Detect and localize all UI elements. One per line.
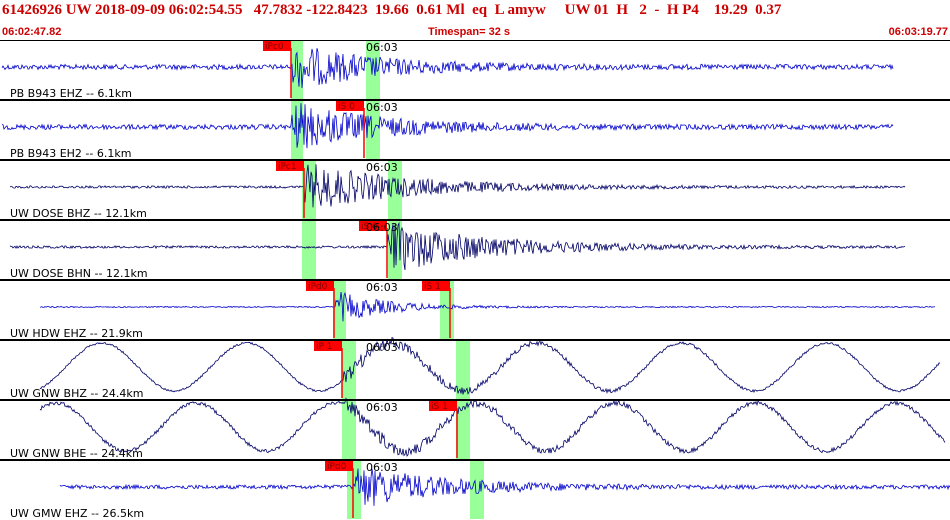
- pick-window: [456, 341, 470, 399]
- trace-panel: iS 0 06:03 PB B943 EH2 -- 6.1km: [0, 99, 950, 160]
- seismogram-trace: [59, 468, 950, 506]
- pick-flag: [422, 281, 450, 291]
- pick-flag: [325, 461, 353, 471]
- end-time: 06:03:19.77: [888, 26, 948, 38]
- trace-panel: iPd0 06:03 UW GMW EHZ -- 26.5km: [0, 459, 950, 520]
- trace-panel: iPd0 iS 1 06:03 UW HDW EHZ -- 21.9km: [0, 279, 950, 340]
- minute-tick-label: 06:03: [366, 101, 398, 114]
- start-time: 06:02:47.82: [2, 26, 62, 38]
- waveform-panels: iPc0 06:03 PB B943 EHZ -- 6.1km iS 0 06:03 PB…: [0, 40, 950, 520]
- seismogram-trace: [1, 103, 894, 149]
- minute-tick-label: 06:03: [366, 461, 398, 474]
- channel-label: UW HDW EHZ -- 21.9km: [10, 327, 143, 340]
- channel-label: PB B943 EH2 -- 6.1km: [10, 147, 131, 160]
- event-summary-line: 61426926 UW 2018-09-09 06:02:54.55 47.78…: [2, 2, 782, 18]
- trace-panel: iPc1 06:03 UW DOSE BHZ -- 12.1km: [0, 159, 950, 220]
- header-bar: 61426926 UW 2018-09-09 06:02:54.55 47.78…: [0, 0, 950, 40]
- trace-panel: iPc0 06:03 PB B943 EHZ -- 6.1km: [0, 40, 950, 100]
- pick-label: iS 1: [424, 282, 441, 292]
- pick-label: iS 0: [361, 222, 378, 232]
- pick-label: iPd0: [308, 282, 328, 292]
- pick-window: [470, 461, 484, 519]
- seismogram-trace: [9, 164, 906, 208]
- minute-tick-label: 06:03: [366, 161, 398, 174]
- channel-label: UW GNW BHE -- 24.4km: [10, 447, 143, 460]
- pick-label: iS 1: [431, 402, 448, 412]
- seismogram-trace: [39, 337, 941, 395]
- trace-panel: iP 1 06:03 UW GNW BHZ -- 24.4km: [0, 337, 950, 400]
- seismogram-trace: [39, 291, 936, 322]
- pick-flag: [263, 41, 291, 51]
- pick-window: [333, 281, 346, 339]
- pick-window: [291, 41, 303, 99]
- pick-label: iS 0: [338, 102, 355, 112]
- seismogram-trace: [39, 397, 946, 457]
- pick-label: iPc1: [278, 162, 297, 172]
- minute-tick-label: 06:03: [366, 341, 398, 354]
- channel-label: UW DOSE BHN -- 12.1km: [10, 267, 148, 280]
- trace-panel: iS 1 06:03 UW GNW BHE -- 24.4km: [0, 397, 950, 460]
- channel-label: UW GMW EHZ -- 26.5km: [10, 507, 144, 520]
- minute-tick-label: 06:03: [366, 221, 398, 234]
- pick-window: [388, 161, 402, 219]
- pick-flag: [359, 221, 387, 231]
- pick-window: [302, 221, 316, 279]
- pick-window: [456, 401, 470, 459]
- seismogram-trace: [1, 48, 894, 89]
- trace-panel: iS 006:03 UW DOSE BHN -- 12.1km: [0, 219, 950, 280]
- pick-window: [366, 41, 380, 99]
- minute-tick-label: 06:03: [366, 281, 398, 294]
- pick-flag: [429, 401, 457, 411]
- pick-flag: [314, 341, 342, 351]
- pick-window: [366, 101, 380, 159]
- channel-label: PB B943 EHZ -- 6.1km: [10, 87, 132, 100]
- timespan-label: Timespan= 32 s: [428, 26, 511, 38]
- pick-label: iP 1: [316, 342, 333, 352]
- pick-label: iPc0: [265, 42, 284, 52]
- pick-flag: [306, 281, 334, 291]
- pick-flag: [276, 161, 304, 171]
- pick-window: [342, 401, 356, 459]
- pick-flag: [336, 101, 364, 111]
- minute-tick-label: 06:03: [366, 401, 398, 414]
- channel-label: UW DOSE BHZ -- 12.1km: [10, 207, 147, 220]
- minute-tick-label: 06:03: [366, 41, 398, 54]
- pick-window: [302, 161, 316, 219]
- channel-label: UW GNW BHZ -- 24.4km: [10, 387, 143, 400]
- pick-window: [291, 101, 303, 159]
- seismogram-trace: [9, 221, 906, 271]
- pick-label: iPd0: [327, 462, 347, 472]
